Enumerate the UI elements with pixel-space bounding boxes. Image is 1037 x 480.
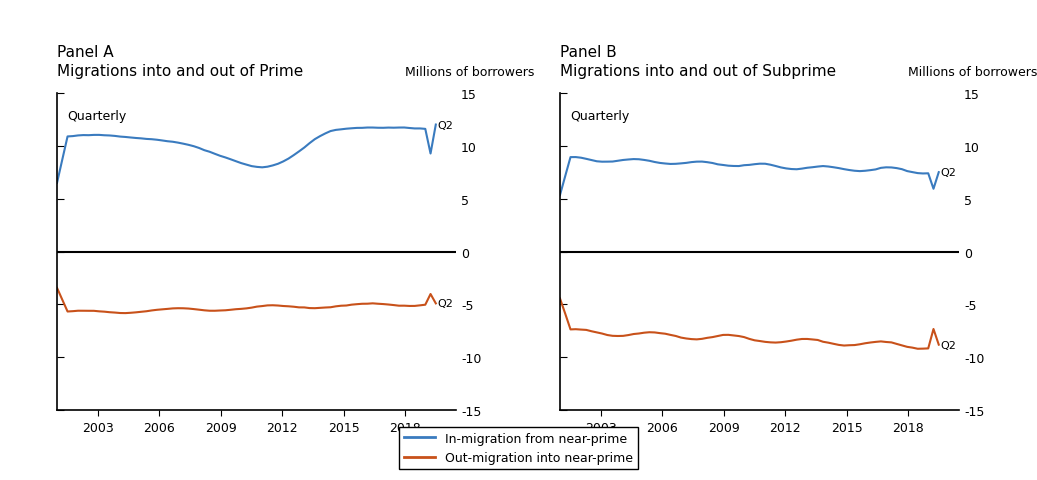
- Text: Q2: Q2: [941, 168, 957, 178]
- Text: Millions of borrowers: Millions of borrowers: [404, 66, 534, 79]
- Text: Q2: Q2: [438, 120, 454, 130]
- Text: Migrations into and out of Subprime: Migrations into and out of Subprime: [560, 64, 836, 79]
- Text: Migrations into and out of Prime: Migrations into and out of Prime: [57, 64, 303, 79]
- Text: Q2: Q2: [941, 340, 957, 350]
- Text: Q2: Q2: [438, 299, 454, 309]
- Text: Quarterly: Quarterly: [67, 109, 127, 122]
- Legend: In-migration from near-prime, Out-migration into near-prime: In-migration from near-prime, Out-migrat…: [399, 427, 638, 469]
- Text: Panel A: Panel A: [57, 45, 114, 60]
- Text: Quarterly: Quarterly: [570, 109, 629, 122]
- Text: Panel B: Panel B: [560, 45, 617, 60]
- Text: Millions of borrowers: Millions of borrowers: [907, 66, 1037, 79]
